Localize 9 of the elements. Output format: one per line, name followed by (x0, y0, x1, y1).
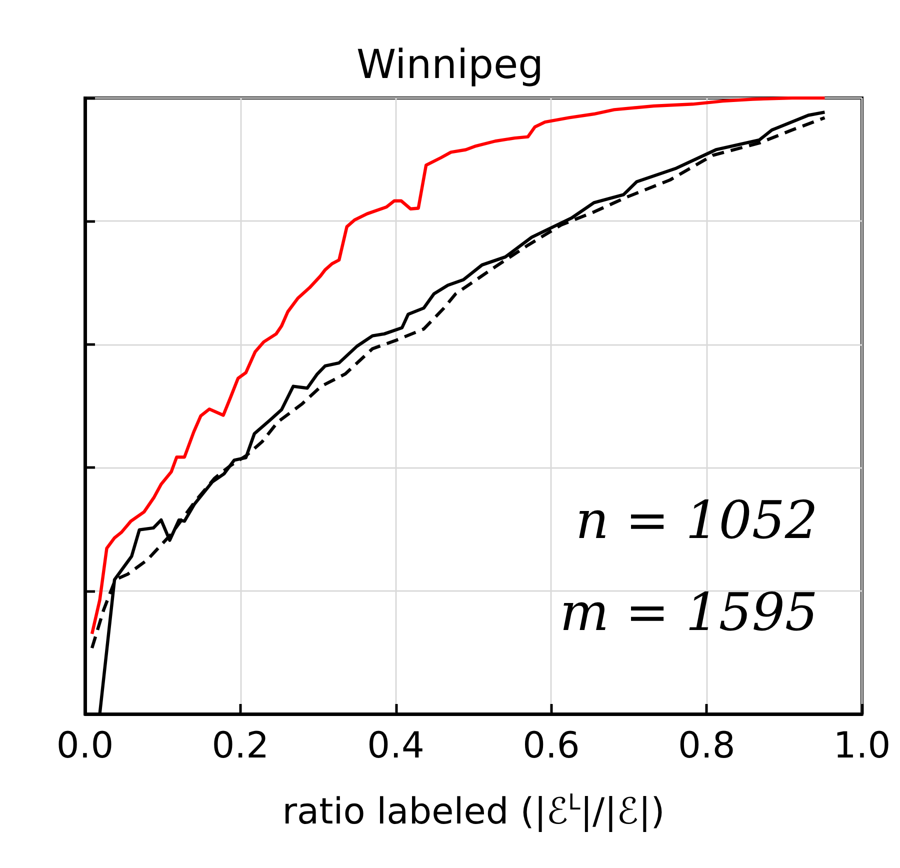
x-tick-label: 0.6 (522, 726, 580, 766)
x-tick-label: 0.4 (367, 726, 424, 766)
x-tick-label: 1.0 (833, 726, 891, 766)
x-tick-label: 0.8 (678, 726, 736, 766)
x-tick-label: 0.2 (212, 726, 270, 766)
annotation: n = 1052 (576, 491, 818, 551)
x-tick-label: 0.0 (56, 726, 114, 766)
chart-title: Winnipeg (356, 42, 544, 88)
annotation: m = 1595 (560, 583, 818, 643)
